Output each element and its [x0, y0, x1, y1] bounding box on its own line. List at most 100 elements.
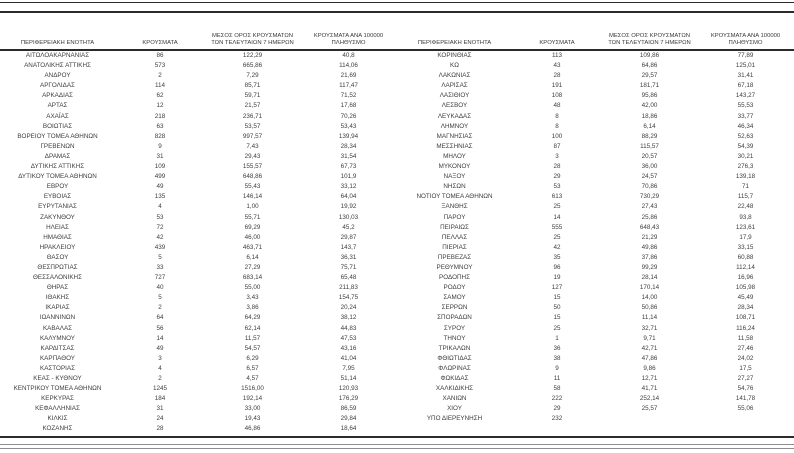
region-cell: ΙΘΑΚΗΣ [45, 294, 70, 302]
cases-cell: 499 [154, 173, 166, 181]
avg7-cell: 33,00 [244, 405, 261, 413]
avg7-cell: 7,29 [246, 72, 259, 80]
cases-cell: 96 [553, 263, 561, 271]
region-cell: ΦΩΚΙΔΑΣ [440, 375, 469, 382]
region-cell: ΕΥΡΥΤΑΝΙΑΣ [38, 203, 77, 211]
avg7-cell: 24,57 [641, 173, 658, 181]
cases-column-header: ΚΡΟΥΣΜΑΤΑ [512, 14, 602, 51]
per100k-cell: 11,58 [737, 334, 754, 342]
region-cell: ΠΕΛΛΑΣ [441, 233, 468, 241]
avg7-cell: 6,29 [246, 354, 259, 362]
region-cell: ΜΥΚΟΝΟΥ [438, 163, 471, 171]
per100k-cell: 117,47 [339, 82, 358, 90]
per100k-cell: 176,29 [338, 395, 359, 403]
cases-cell: 4 [158, 364, 162, 372]
table-row: ΕΥΡΥΤΑΝΙΑΣ 4 1,00 19,92 [0, 202, 397, 212]
per100k-cell: 276,3 [737, 163, 754, 171]
per100k-cell: 46,34 [737, 122, 754, 130]
table-row: ΦΩΚΙΔΑΣ 11 12,71 27,27 [397, 374, 794, 384]
region-cell: ΚΑΣΤΟΡΙΑΣ [40, 364, 75, 372]
regional-cases-table-right: ΠΕΡΙΦΕΡΕΙΑΚΗ ΕΝΟΤΗΤΑ ΚΡΟΥΣΜΑΤΑ ΜΕΣΟΣ ΟΡΟ… [397, 14, 794, 424]
region-cell: ΚΙΛΚΙΣ [47, 415, 68, 423]
region-cell: ΕΒΡΟΥ [46, 183, 69, 191]
avg7-column-header: ΜΕΣΟΣ ΟΡΟΣ ΚΡΟΥΣΜΑΤΩΝ ΤΩΝ ΤΕΛΕΥΤΑΙΩΝ 7 Η… [602, 14, 697, 51]
cases-cell: 19 [553, 274, 561, 282]
table-row: ΠΙΕΡΙΑΣ 42 49,86 33,15 [397, 243, 794, 253]
table-row: ΡΟΔΟΥ 127 170,14 105,98 [397, 283, 794, 293]
cases-cell: 25 [553, 233, 561, 241]
region-cell: ΠΑΡΟΥ [443, 213, 466, 221]
region-cell: ΔΥΤΙΚΗΣ ΑΤΤΙΚΗΣ [30, 163, 85, 171]
avg7-cell: 37,86 [641, 253, 658, 261]
cases-cell: 113 [551, 52, 563, 59]
avg7-cell: 730,29 [639, 193, 660, 201]
table-row: ΛΕΣΒΟΥ 48 42,00 55,53 [397, 101, 794, 111]
table-row: ΚΑΡΠΑΘΟΥ 3 6,29 41,04 [0, 354, 397, 364]
table-row: ΡΕΘΥΜΝΟΥ 96 99,29 112,14 [397, 263, 794, 273]
table-row: ΤΗΝΟΥ 1 9,71 11,58 [397, 334, 794, 344]
region-cell: ΑΝΑΤΟΛΙΚΗΣ ΑΤΤΙΚΗΣ [24, 62, 91, 70]
cases-cell: 86 [156, 52, 164, 59]
cases-cell: 14 [156, 334, 164, 342]
table-row: ΘΑΣΟΥ 5 6,14 36,31 [0, 253, 397, 263]
avg7-cell: 25,86 [641, 213, 658, 221]
avg7-cell: 28,14 [641, 274, 658, 282]
avg7-cell: 64,86 [641, 62, 658, 70]
cases-cell: 64 [156, 314, 164, 322]
table-row: ΣΕΡΡΩΝ 50 50,86 28,34 [397, 303, 794, 313]
avg7-cell: 47,86 [641, 354, 658, 362]
cases-cell: 191 [551, 82, 563, 90]
region-cell: ΤΗΝΟΥ [443, 334, 466, 342]
avg7-cell: 146,14 [242, 193, 263, 201]
cases-cell: 43 [553, 62, 561, 70]
table-row: ΙΩΑΝΝΙΝΩΝ 64 64,29 38,12 [0, 313, 397, 323]
cases-cell: 31 [156, 405, 164, 413]
table-row: ΔΥΤΙΚΟΥ ΤΟΜΕΑ ΑΘΗΝΩΝ 499 648,86 101,9 [0, 172, 397, 182]
avg7-cell: 6,57 [246, 364, 259, 372]
region-cell: ΑΧΑΪΑΣ [46, 112, 69, 120]
cases-cell: 42 [156, 233, 164, 241]
region-cell: ΕΥΒΟΙΑΣ [43, 193, 72, 201]
avg7-cell: 1,00 [246, 203, 259, 211]
per100k-cell: 114,06 [339, 62, 358, 70]
avg7-cell: 55,71 [244, 213, 261, 221]
table-row: ΛΕΥΚΑΔΑΣ 8 18,86 33,77 [397, 112, 794, 122]
per100k-cell: 27,46 [737, 344, 754, 352]
per100k-cell: 36,31 [340, 253, 357, 261]
avg7-cell: 7,43 [246, 142, 259, 150]
cases-cell: 9 [555, 364, 559, 372]
table-row: ΗΜΑΘΙΑΣ 42 46,00 29,87 [0, 233, 397, 243]
per100k-cell: 47,53 [340, 334, 357, 342]
cases-cell: 5 [158, 253, 162, 261]
per100k-cell: 24,02 [737, 354, 754, 362]
avg7-cell: 27,43 [641, 203, 658, 211]
region-cell: ΦΛΩΡΙΝΑΣ [438, 364, 471, 372]
cases-cell: 29 [553, 405, 561, 413]
avg7-cell: 115,57 [640, 142, 659, 150]
table-row: ΕΥΒΟΙΑΣ 135 146,14 64,04 [0, 192, 397, 202]
cases-cell: 5 [158, 294, 162, 302]
cases-cell: 828 [154, 132, 166, 140]
cases-cell: 29 [553, 173, 561, 181]
region-cell: ΧΑΛΚΙΔΙΚΗΣ [435, 385, 474, 393]
table-row: ΠΑΡΟΥ 14 25,86 93,8 [397, 213, 794, 223]
per100k-cell: 22,48 [737, 203, 754, 211]
region-cell: ΣΠΟΡΑΔΩΝ [437, 314, 472, 322]
region-cell: ΔΡΑΜΑΣ [44, 152, 71, 160]
avg7-cell: 236,71 [242, 112, 263, 120]
cases-cell: 49 [156, 183, 164, 191]
region-column-header: ΠΕΡΙΦΕΡΕΙΑΚΗ ΕΝΟΤΗΤΑ [0, 14, 115, 51]
per100k-cell: 54,39 [737, 142, 754, 150]
per100k-cell: 43,16 [340, 344, 357, 352]
avg7-cell: 70,86 [641, 183, 658, 191]
region-cell: ΑΡΚΑΔΙΑΣ [42, 92, 73, 100]
cases-column-header: ΚΡΟΥΣΜΑΤΑ [115, 14, 205, 51]
table-row: ΗΛΕΙΑΣ 72 69,29 45,2 [0, 223, 397, 233]
avg7-cell: 29,43 [244, 152, 261, 160]
cases-cell: 42 [553, 243, 561, 251]
region-cell: ΓΡΕΒΕΝΩΝ [40, 142, 75, 150]
per100k-cell: 17,9 [739, 233, 752, 241]
per100k-cell: 116,24 [736, 324, 755, 332]
region-cell: ΧΑΝΙΩΝ [442, 395, 467, 403]
